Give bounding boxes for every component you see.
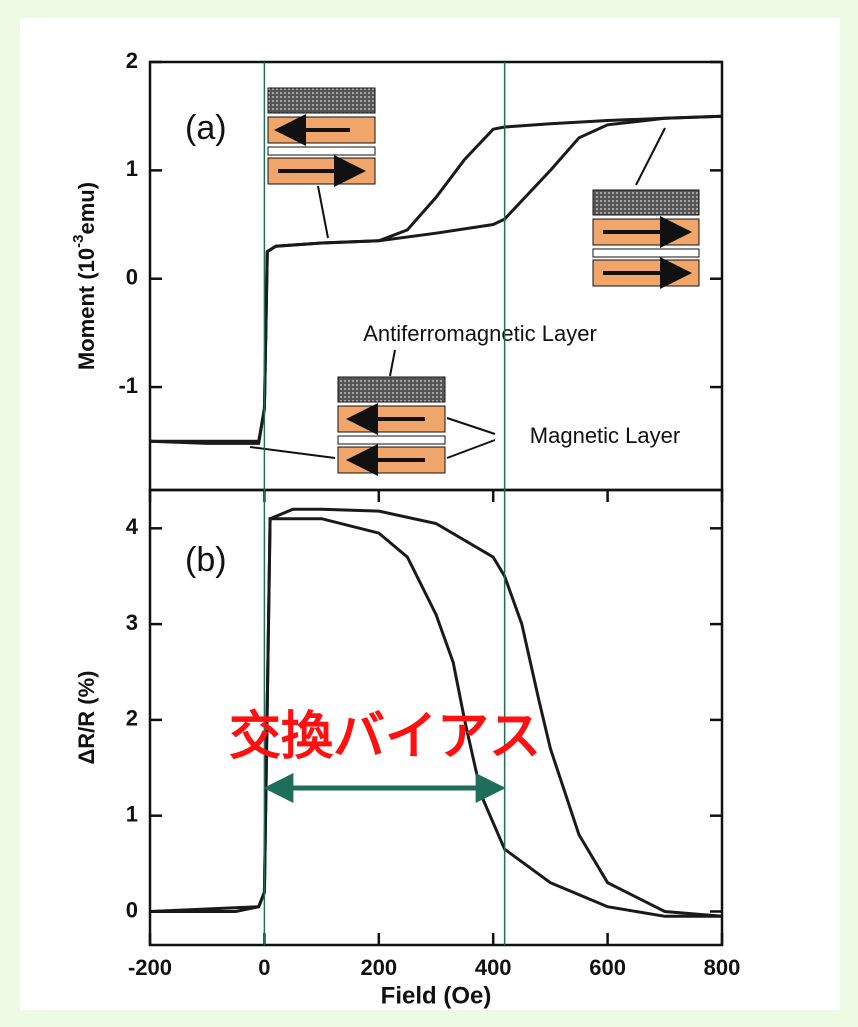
data-line <box>149 517 722 918</box>
data-line <box>150 114 723 443</box>
x-tick-label: 800 <box>704 955 741 980</box>
annotation: Magnetic Layer <box>530 423 680 448</box>
y-tick-label: 1 <box>126 801 138 826</box>
panel-label: (a) <box>185 109 227 147</box>
annotation: 交換バイアス <box>229 707 541 767</box>
x-tick-label: 600 <box>589 955 626 980</box>
inset-diagram <box>249 349 496 476</box>
y-axis-label-part: ΔR/R (%) <box>74 670 99 764</box>
y-axis-label-part: emu) <box>74 182 99 235</box>
x-axis-label: Field (Oe) <box>381 982 492 1009</box>
x-tick-label: -200 <box>128 955 172 980</box>
y-tick-label: 1 <box>126 156 138 181</box>
figure-background <box>20 18 840 1010</box>
panel-label: (b) <box>185 541 227 579</box>
inset-diagram <box>592 127 700 289</box>
y-axis-label: Moment (10-3emu) <box>70 182 99 370</box>
y-tick-label: 2 <box>126 706 138 731</box>
y-tick-label: 0 <box>126 897 138 922</box>
inset-diagram <box>267 87 376 239</box>
x-tick-label: 400 <box>475 955 512 980</box>
y-tick-label: 0 <box>126 265 138 290</box>
y-axis-label: ΔR/R (%) <box>74 670 99 764</box>
y-axis-label-part: Moment (10 <box>74 248 99 370</box>
y-tick-label: 4 <box>126 514 139 539</box>
y-tick-label: 2 <box>126 48 138 73</box>
y-tick-label: -1 <box>118 373 138 398</box>
x-tick-label: 200 <box>360 955 397 980</box>
x-tick-label: 0 <box>258 955 270 980</box>
y-tick-label: 3 <box>126 610 138 635</box>
plot-frame <box>148 488 724 947</box>
annotation: Antiferromagnetic Layer <box>363 321 597 346</box>
y-axis-label-part: -3 <box>70 234 87 247</box>
